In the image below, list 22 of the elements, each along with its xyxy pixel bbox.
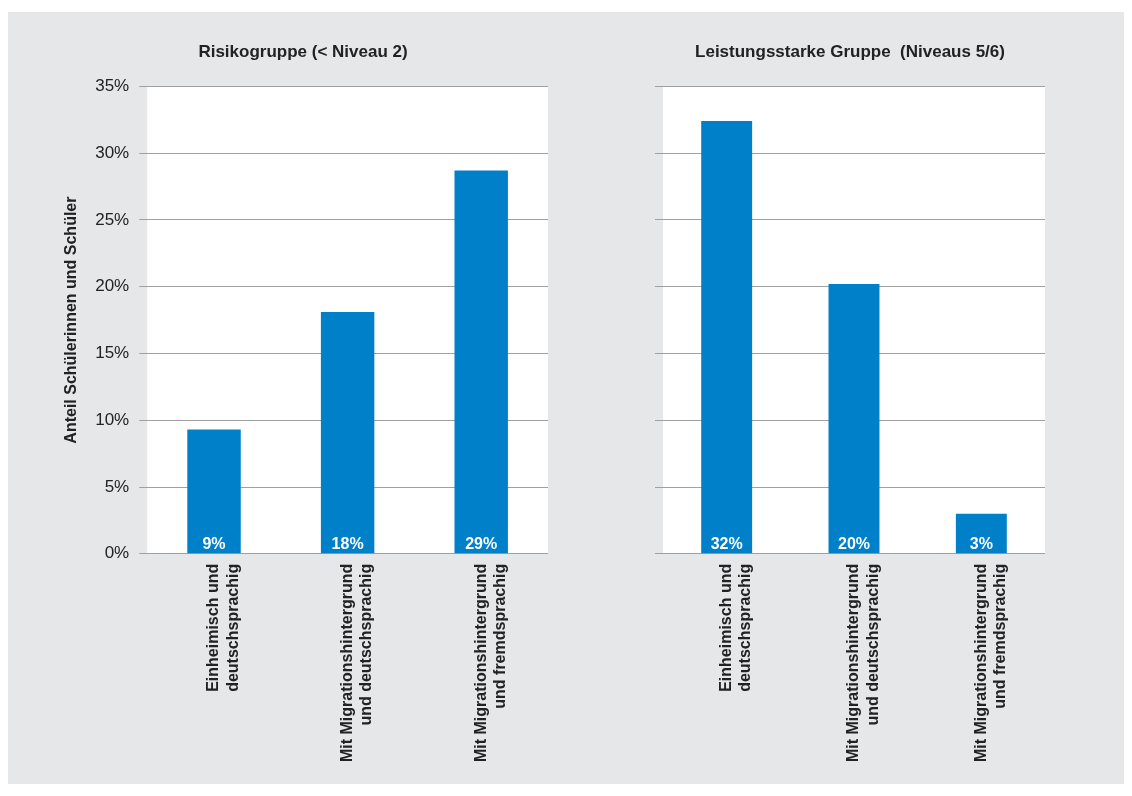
data-label: 29%	[465, 534, 498, 552]
chart-title: Leistungsstarke Gruppe (Niveaus 5/6)	[695, 41, 1005, 61]
y-tick-label: 20%	[95, 276, 130, 296]
data-label: 18%	[331, 534, 364, 552]
x-tick-label: Einheimisch und deutschsprachig	[717, 563, 754, 692]
y-axis-title: Anteil Schülerinnen und Schüler	[62, 196, 80, 444]
y-tick-label: 5%	[104, 476, 130, 496]
bar	[454, 170, 508, 554]
bar	[320, 312, 375, 554]
data-label: 3%	[969, 534, 993, 552]
bar	[187, 429, 241, 554]
y-tick-label: 15%	[95, 343, 130, 363]
data-label: 9%	[202, 534, 226, 552]
chart-title: Risikogruppe (< Niveau 2)	[198, 41, 408, 61]
data-label: 20%	[837, 534, 871, 552]
data-label: 32%	[710, 534, 743, 552]
y-tick-label: 25%	[95, 209, 130, 229]
x-tick-label: Einheimisch und deutschsprachig	[204, 563, 241, 692]
y-tick-label: 35%	[95, 76, 130, 96]
y-tick-label: 10%	[95, 409, 130, 429]
y-tick-label: 30%	[95, 142, 130, 162]
y-tick-label: 0%	[104, 543, 130, 563]
